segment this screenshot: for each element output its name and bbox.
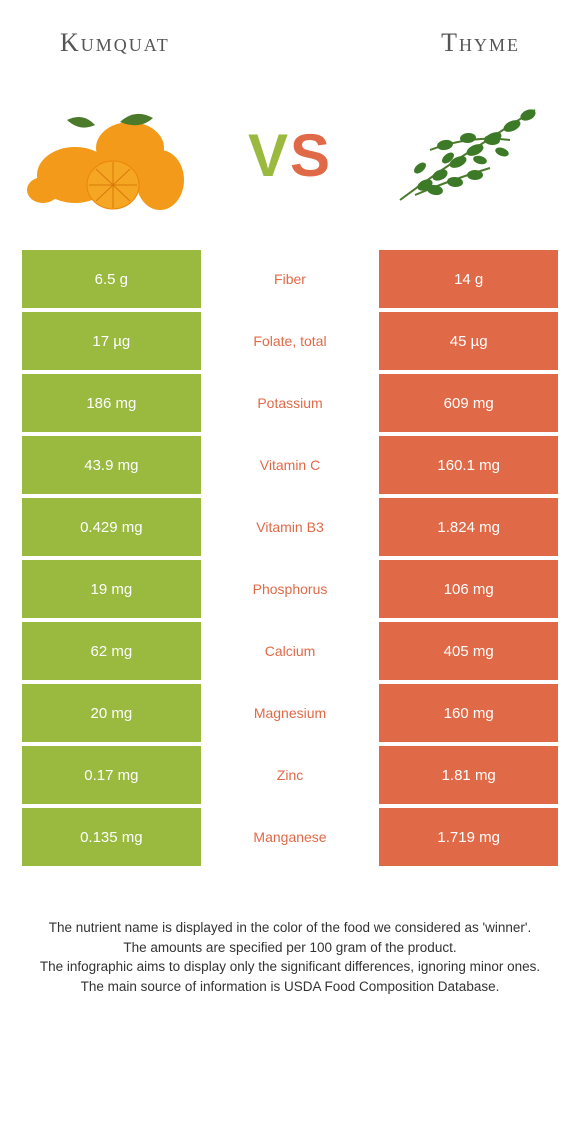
cell-nutrient-label: Folate, total [201, 312, 380, 370]
cell-right-value: 405 mg [379, 622, 558, 680]
header: Kumquat Thyme [0, 0, 580, 70]
cell-nutrient-label: Vitamin C [201, 436, 380, 494]
table-row: 6.5 gFiber14 g [22, 250, 558, 308]
table-row: 0.17 mgZinc1.81 mg [22, 746, 558, 804]
cell-nutrient-label: Fiber [201, 250, 380, 308]
cell-left-value: 6.5 g [22, 250, 201, 308]
vs-s: S [290, 122, 332, 189]
table-row: 62 mgCalcium405 mg [22, 622, 558, 680]
cell-left-value: 19 mg [22, 560, 201, 618]
cell-left-value: 0.17 mg [22, 746, 201, 804]
table-row: 0.429 mgVitamin B31.824 mg [22, 498, 558, 556]
vs-v: V [248, 122, 290, 189]
cell-left-value: 20 mg [22, 684, 201, 742]
footer-line: The main source of information is USDA F… [30, 977, 550, 997]
cell-nutrient-label: Manganese [201, 808, 380, 866]
footer: The nutrient name is displayed in the co… [0, 870, 580, 996]
cell-right-value: 14 g [379, 250, 558, 308]
hero: VS [0, 70, 580, 250]
title-right: Thyme [441, 28, 520, 58]
cell-left-value: 0.429 mg [22, 498, 201, 556]
table-row: 186 mgPotassium609 mg [22, 374, 558, 432]
vs-label: VS [248, 121, 332, 190]
footer-line: The nutrient name is displayed in the co… [30, 918, 550, 938]
table-row: 20 mgMagnesium160 mg [22, 684, 558, 742]
cell-nutrient-label: Potassium [201, 374, 380, 432]
cell-nutrient-label: Zinc [201, 746, 380, 804]
cell-left-value: 43.9 mg [22, 436, 201, 494]
cell-nutrient-label: Phosphorus [201, 560, 380, 618]
cell-left-value: 62 mg [22, 622, 201, 680]
cell-nutrient-label: Vitamin B3 [201, 498, 380, 556]
table-row: 43.9 mgVitamin C160.1 mg [22, 436, 558, 494]
cell-right-value: 1.81 mg [379, 746, 558, 804]
cell-left-value: 17 µg [22, 312, 201, 370]
cell-left-value: 0.135 mg [22, 808, 201, 866]
cell-right-value: 45 µg [379, 312, 558, 370]
cell-nutrient-label: Calcium [201, 622, 380, 680]
cell-right-value: 160.1 mg [379, 436, 558, 494]
title-left: Kumquat [60, 28, 170, 58]
cell-right-value: 106 mg [379, 560, 558, 618]
table-row: 17 µgFolate, total45 µg [22, 312, 558, 370]
thyme-image [380, 90, 555, 220]
comparison-table: 6.5 gFiber14 g17 µgFolate, total45 µg186… [0, 250, 580, 866]
table-row: 0.135 mgManganese1.719 mg [22, 808, 558, 866]
cell-right-value: 609 mg [379, 374, 558, 432]
cell-right-value: 160 mg [379, 684, 558, 742]
cell-nutrient-label: Magnesium [201, 684, 380, 742]
footer-line: The infographic aims to display only the… [30, 957, 550, 977]
cell-right-value: 1.824 mg [379, 498, 558, 556]
kumquat-image [25, 90, 200, 220]
cell-right-value: 1.719 mg [379, 808, 558, 866]
table-row: 19 mgPhosphorus106 mg [22, 560, 558, 618]
cell-left-value: 186 mg [22, 374, 201, 432]
footer-line: The amounts are specified per 100 gram o… [30, 938, 550, 958]
